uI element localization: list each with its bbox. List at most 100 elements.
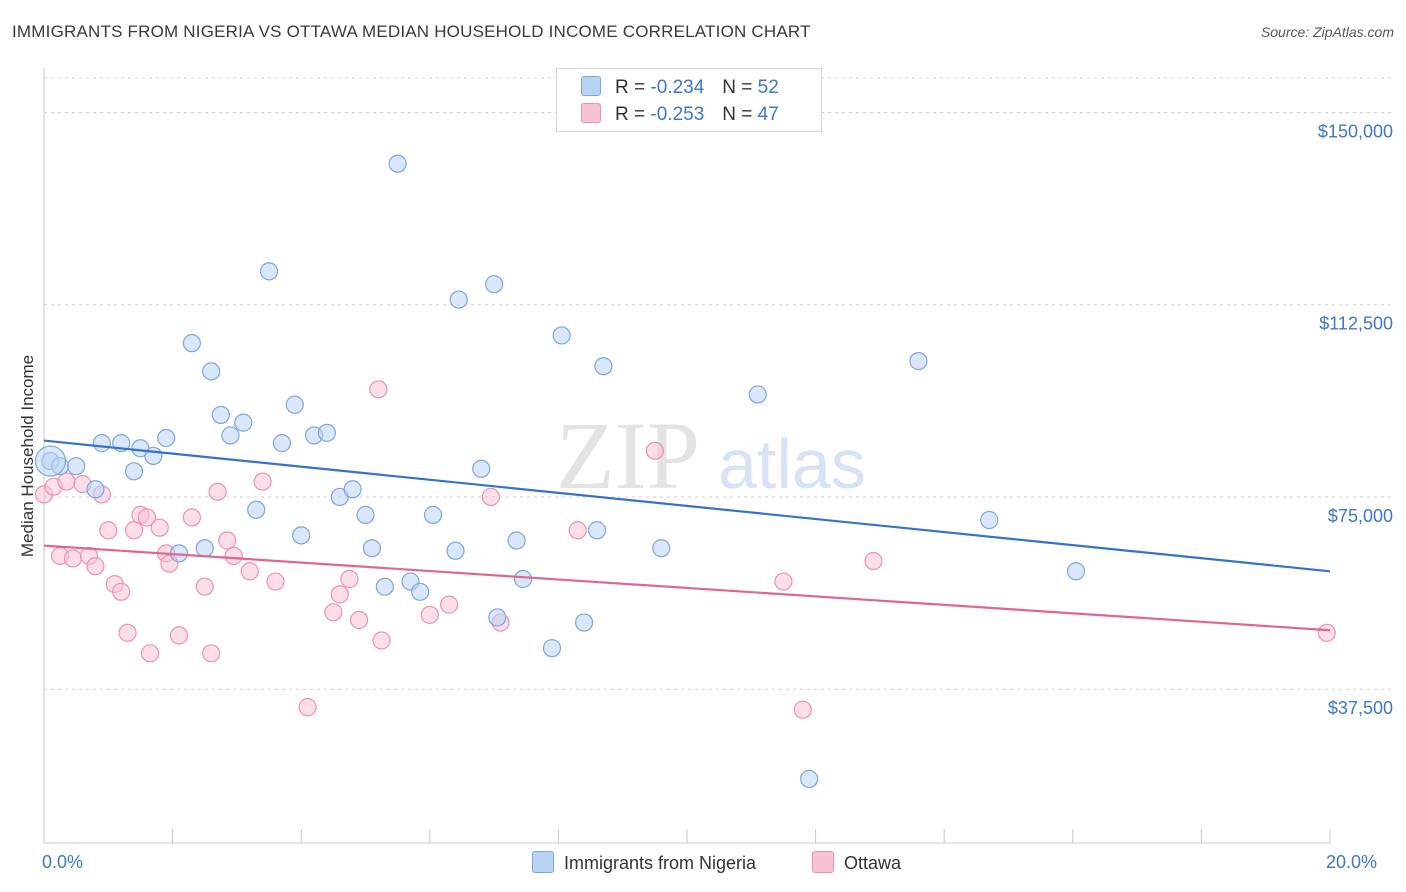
nigeria-point (507, 531, 526, 550)
ottawa-point (124, 521, 144, 540)
nigeria-point (247, 500, 266, 519)
nigeria-point (211, 405, 230, 425)
source-label: Source: ZipAtlas.com (1260, 24, 1394, 40)
nigeria-point (388, 154, 407, 173)
nigeria-point-large (34, 445, 67, 477)
ottawa-point (57, 472, 76, 491)
nigeria-point (157, 428, 176, 448)
n-value: 47 (757, 104, 779, 125)
nigeria-point (411, 582, 430, 601)
nigeria-point (86, 480, 105, 499)
stats-legend-row-nigeria: R = -0.234 N = 52 (581, 76, 779, 100)
chart-title: IMMIGRANTS FROM NIGERIA VS OTTAWA MEDIAN… (12, 22, 811, 41)
ottawa-point (182, 508, 201, 527)
ottawa-point (774, 572, 793, 591)
series-ottawa-points (34, 380, 1336, 719)
nigeria-point (552, 326, 571, 345)
trend-line-ottawa (43, 544, 1331, 632)
r-value: -0.253 (650, 104, 705, 125)
ottawa-point (208, 482, 227, 501)
nigeria-point (272, 434, 292, 453)
ottawa-point (112, 582, 131, 601)
nigeria-point (92, 434, 111, 453)
legend-swatch-blue (532, 851, 554, 873)
stats-legend: R = -0.234 N = 52 R = -0.253 N = 47 (556, 68, 822, 132)
ottawa-point (568, 521, 587, 540)
nigeria-point (362, 539, 382, 558)
nigeria-point (285, 395, 304, 414)
ottawa-point (481, 487, 500, 507)
nigeria-point (575, 613, 594, 632)
ottawa-point (1317, 623, 1336, 642)
nigeria-point (485, 275, 504, 294)
nigeria-point (488, 608, 507, 627)
nigeria-point (195, 539, 214, 558)
y-tick-label: $150,000 (1318, 121, 1393, 141)
ottawa-point (369, 380, 388, 399)
nigeria-point (909, 351, 928, 371)
ottawa-point (218, 531, 237, 550)
series-nigeria-points (34, 154, 1086, 789)
legend-swatch-blue (581, 76, 601, 96)
ottawa-point (224, 546, 243, 566)
r-label: R = (615, 77, 646, 98)
nigeria-point (449, 290, 468, 309)
nigeria-point (234, 413, 253, 432)
nigeria-point (221, 426, 240, 445)
ottawa-point (195, 577, 214, 596)
nigeria-point (67, 457, 86, 476)
ottawa-point (253, 472, 272, 491)
legend-label-nigeria: Immigrants from Nigeria (564, 853, 757, 873)
ottawa-point (202, 644, 221, 663)
ottawa-point (118, 623, 137, 642)
ottawa-point (150, 518, 169, 537)
ottawa-point (266, 572, 285, 591)
ottawa-point (330, 585, 349, 604)
ottawa-point (372, 631, 391, 650)
nigeria-point (292, 526, 311, 545)
stats-legend-row-ottawa: R = -0.253 N = 47 (581, 103, 779, 127)
trend-line-nigeria (43, 439, 1331, 573)
ottawa-point (169, 626, 189, 645)
grid-lines (44, 77, 1395, 690)
ottawa-point (298, 698, 317, 717)
nigeria-point (980, 510, 999, 530)
nigeria-point (259, 262, 279, 281)
legend-item-ottawa[interactable]: Ottawa (812, 851, 901, 874)
watermark: ZIP atlas (556, 402, 866, 509)
ottawa-point (137, 508, 156, 527)
ottawa-point (240, 562, 259, 581)
nigeria-point (356, 505, 375, 524)
nigeria-point (343, 480, 362, 499)
watermark-zip: ZIP (556, 402, 700, 509)
nigeria-point (542, 639, 562, 658)
nigeria-point (472, 459, 491, 478)
nigeria-point (124, 462, 144, 481)
ottawa-point (340, 569, 359, 589)
ottawa-point (140, 644, 160, 663)
ottawa-point (420, 605, 439, 624)
ottawa-point (349, 610, 369, 630)
n-value: 52 (757, 77, 779, 98)
ottawa-point (86, 557, 105, 576)
watermark-atlas: atlas (718, 425, 866, 503)
nigeria-point (587, 521, 607, 540)
ottawa-point (864, 551, 883, 571)
x-axis-max-label: 20.0% (1326, 852, 1378, 872)
ottawa-point (63, 549, 83, 568)
nigeria-point (652, 539, 671, 558)
nigeria-point (1066, 562, 1086, 581)
y-tick-label: $112,500 (1319, 314, 1393, 334)
nigeria-point (594, 357, 613, 376)
ottawa-point (793, 700, 812, 719)
y-tick-label: $37,500 (1328, 698, 1393, 718)
nigeria-point (748, 385, 767, 404)
legend-swatch-pink (581, 103, 601, 123)
n-label: N = (722, 104, 753, 125)
r-label: R = (615, 104, 646, 125)
nigeria-point (800, 769, 819, 789)
nigeria-point (446, 541, 465, 560)
ottawa-point (439, 595, 459, 614)
legend-item-nigeria[interactable]: Immigrants from Nigeria (532, 851, 756, 874)
